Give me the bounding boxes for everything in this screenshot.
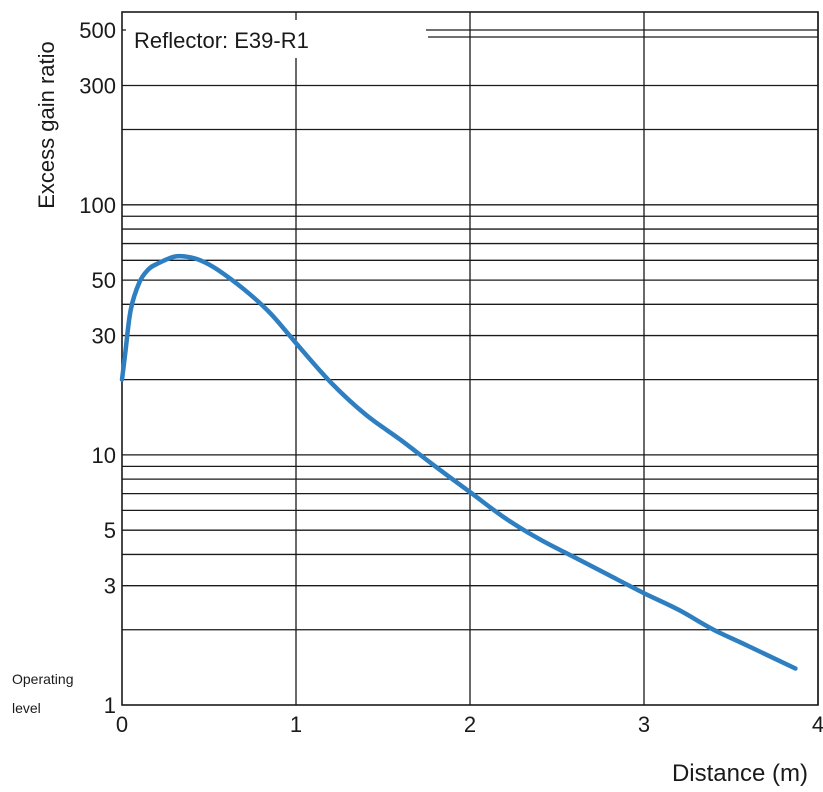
labels: Reflector: E39-R1 Excess gain ratio Dist…	[12, 20, 808, 787]
y-tick-label: 300	[79, 73, 116, 98]
x-tick-label: 1	[290, 712, 302, 737]
x-tick-label: 2	[464, 712, 476, 737]
annotation-background	[126, 20, 426, 58]
operating-label-line2: level	[12, 700, 41, 716]
y-tick-label: 1	[104, 693, 116, 718]
y-tick-label: 100	[79, 193, 116, 218]
y-tick-label: 500	[79, 18, 116, 43]
y-tick-label: 30	[92, 324, 116, 349]
x-tick-label: 4	[812, 712, 823, 737]
series-layer	[119, 253, 798, 671]
x-tick-label: 0	[116, 712, 128, 737]
operating-label-line1: Operating	[12, 671, 73, 687]
y-tick-label: 3	[104, 574, 116, 599]
x-axis-label: Distance (m)	[672, 760, 808, 787]
reflector-annotation: Reflector: E39-R1	[134, 28, 309, 53]
y-tick-label: 5	[104, 518, 116, 543]
grid	[122, 12, 819, 705]
x-tick-label: 3	[638, 712, 650, 737]
series-line	[119, 253, 798, 671]
y-tick-label: 50	[92, 268, 116, 293]
y-axis-label: Excess gain ratio	[34, 41, 59, 209]
plot-frame	[121, 11, 819, 706]
y-tick-label: 10	[92, 443, 116, 468]
